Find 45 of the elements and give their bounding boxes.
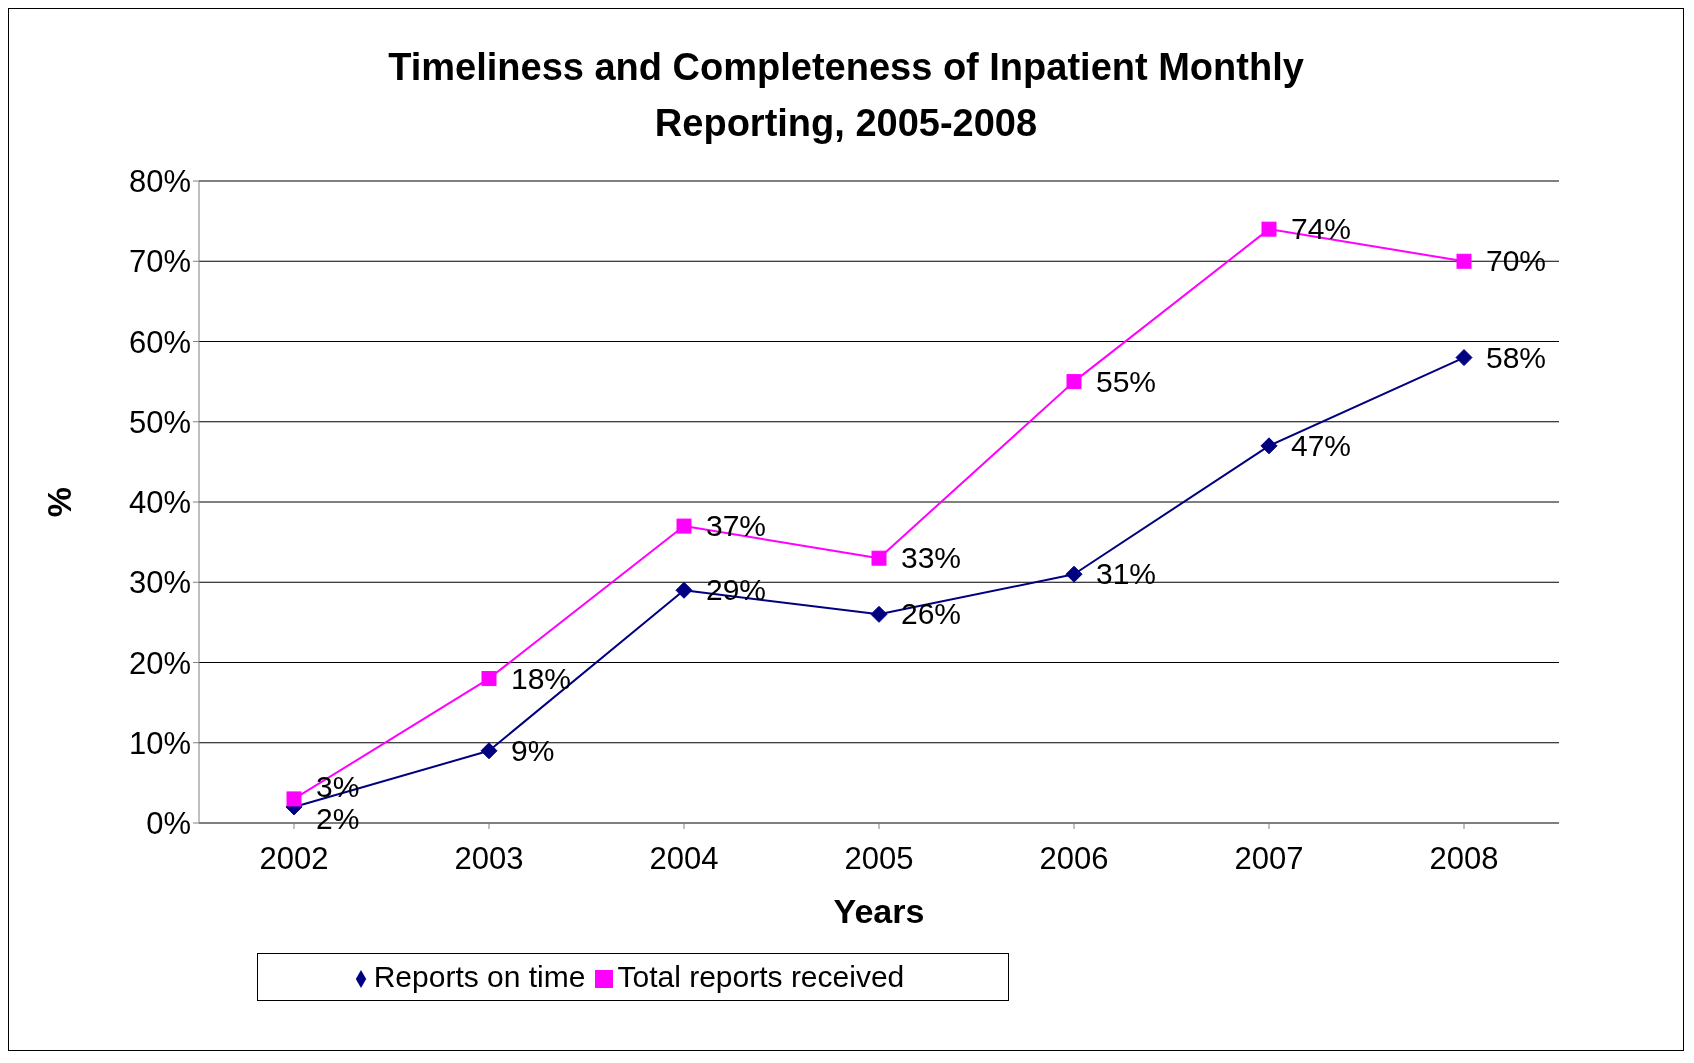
point [870,605,888,623]
data-label: 26% [901,597,962,631]
point [286,791,302,807]
x-tick-label: 2002 [259,841,329,877]
data-label: 37% [706,509,767,543]
x-tick-label: 2003 [454,841,524,877]
data-label: 33% [901,541,962,575]
point [1455,349,1473,367]
x-tick-label: 2006 [1039,841,1109,877]
point [481,671,497,687]
x-axis-title: Years [833,892,925,930]
point [675,581,693,599]
point [480,742,498,760]
legend-label: Total reports received [617,960,905,993]
data-label: 55% [1096,364,1157,398]
legend-label: Reports on time [373,960,586,993]
y-tick-label: 50% [128,404,191,440]
point [871,550,887,566]
data-label: 9% [511,733,555,767]
x-tick-label: 2005 [844,841,914,877]
data-label: 31% [1096,557,1157,591]
y-tick-label: 30% [128,565,191,601]
point [1065,565,1083,583]
point [1066,374,1082,390]
y-tick-label: 60% [128,324,191,360]
y-tick-label: 20% [128,645,191,681]
y-tick-label: 10% [128,725,191,761]
data-label: 18% [511,661,572,695]
y-tick-label: 80% [128,164,191,200]
point [1260,437,1278,455]
point [676,518,692,534]
y-axis-title: % [40,486,79,518]
chart-title: Timeliness and Completeness of Inpatient Monthly Reporting, 2005-2008 [387,45,1305,146]
x-tick-label: 2008 [1429,841,1499,877]
data-label: 74% [1291,212,1352,246]
x-tick-label: 2004 [649,841,719,877]
data-label: 47% [1291,428,1352,462]
point [1261,221,1277,237]
x-tick-label: 2007 [1234,841,1304,877]
y-tick-label: 0% [146,806,191,842]
point [1456,253,1472,269]
y-tick-label: 70% [128,244,191,280]
data-label: 2% [316,801,360,835]
y-tick-label: 40% [128,485,191,521]
data-label: 58% [1486,340,1547,374]
